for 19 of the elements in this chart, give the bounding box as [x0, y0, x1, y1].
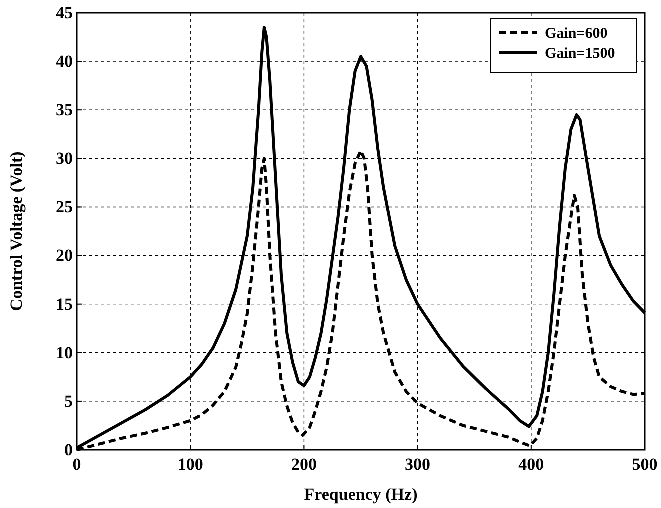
y-tick-label: 0	[64, 440, 73, 460]
y-axis-title: Control Voltage (Volt)	[7, 152, 26, 312]
x-tick-label: 200	[291, 455, 317, 474]
x-tick-label: 500	[632, 455, 658, 474]
y-tick-label: 5	[64, 392, 73, 411]
y-tick-label: 25	[56, 198, 73, 217]
x-axis-title: Frequency (Hz)	[304, 485, 418, 504]
y-tick-label: 30	[56, 149, 73, 168]
y-tick-label: 20	[56, 246, 73, 266]
y-tick-label: 35	[56, 100, 73, 120]
y-tick-label: 45	[56, 3, 73, 22]
y-tick-label: 40	[56, 52, 73, 71]
y-tick-label: 10	[56, 343, 73, 362]
x-tick-label: 300	[405, 455, 431, 474]
legend-label: Gain=600	[545, 26, 608, 42]
legend-label: Gain=1500	[545, 46, 616, 62]
x-tick-label: 100	[178, 455, 204, 474]
x-tick-label: 400	[518, 455, 544, 474]
y-tick-label: 15	[56, 294, 73, 314]
